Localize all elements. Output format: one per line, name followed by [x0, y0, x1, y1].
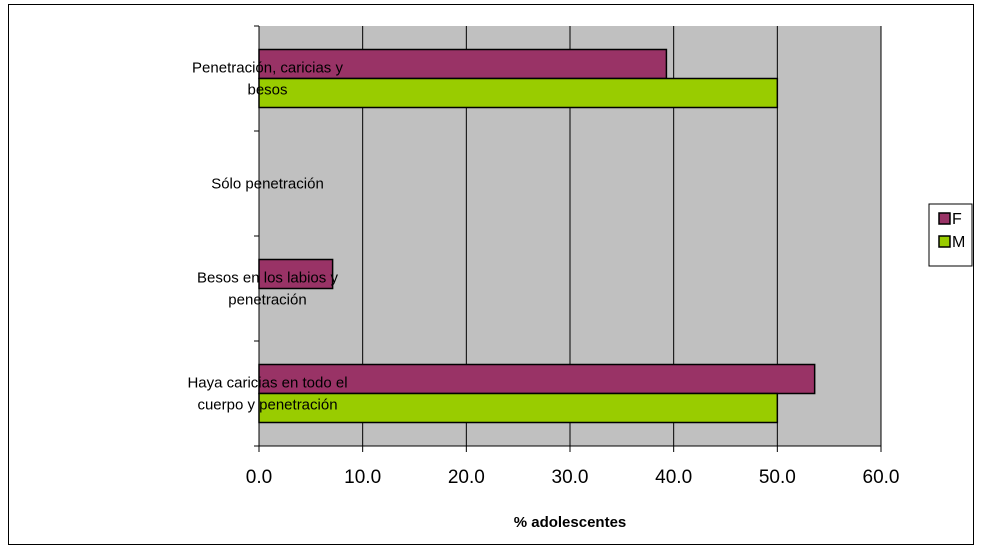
x-tick-label: 50.0	[759, 467, 796, 488]
category-label: penetración	[228, 292, 306, 309]
legend: FM	[928, 203, 973, 267]
legend-swatch-F	[938, 212, 951, 225]
y-axis-ticks	[254, 25, 259, 447]
x-tick-label: 30.0	[552, 467, 589, 488]
bar-M-3	[258, 392, 779, 424]
x-tick-label: 10.0	[344, 467, 381, 488]
legend-label-F: F	[952, 211, 962, 228]
bars	[258, 48, 816, 424]
category-label: besos	[247, 82, 287, 99]
x-axis-title: % adolescentes	[514, 514, 627, 531]
category-labels: Penetración, caricias y besos Sólo penetra…	[187, 60, 347, 414]
category-label: cuerpo y penetración	[197, 397, 337, 414]
bar-F-2	[258, 258, 334, 290]
category-label: Besos en los labios y	[197, 270, 338, 287]
x-tick-label: 0.0	[246, 467, 272, 488]
bar-M-0	[258, 77, 779, 109]
legend-swatch-M	[938, 235, 951, 248]
category-label: Sólo penetración	[211, 176, 324, 193]
category-label: Penetración, caricias y	[192, 60, 343, 77]
x-tick-label: 60.0	[863, 467, 900, 488]
x-tick-label: 20.0	[448, 467, 485, 488]
x-tick-label: 40.0	[655, 467, 692, 488]
x-axis-ticks: 0.0 10.0 20.0 30.0 40.0 50.0 60.0	[246, 446, 900, 488]
legend-label-M: M	[952, 234, 965, 251]
category-label: Haya caricias en todo el	[187, 375, 347, 392]
